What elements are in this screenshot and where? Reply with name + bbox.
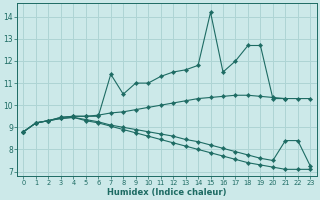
X-axis label: Humidex (Indice chaleur): Humidex (Indice chaleur): [107, 188, 227, 197]
